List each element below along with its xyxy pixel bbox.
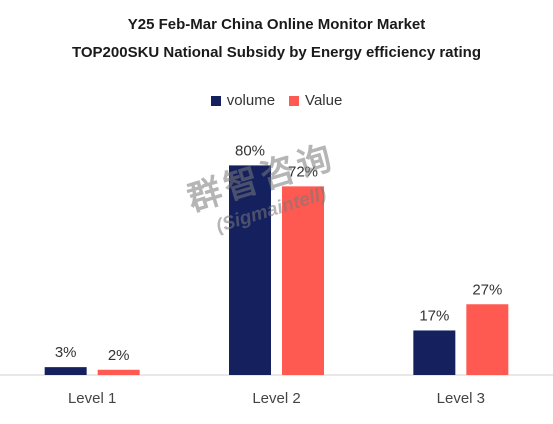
- bar-value-2: [282, 186, 324, 375]
- x-tick-label-2: Level 2: [252, 390, 300, 407]
- x-tick-label-3: Level 3: [437, 390, 485, 407]
- data-label-value-3: 27%: [472, 281, 502, 298]
- bar-volume-2: [229, 165, 271, 375]
- legend-swatch-value: [289, 95, 300, 106]
- data-label-volume-3: 17%: [419, 307, 449, 324]
- data-label-value-2: 72%: [288, 163, 318, 180]
- data-label-volume-1: 3%: [55, 344, 77, 361]
- x-tick-label-1: Level 1: [68, 390, 116, 407]
- legend-swatch-volume: [210, 95, 221, 106]
- chart-subtitle: TOP200SKU National Subsidy by Energy eff…: [71, 44, 481, 61]
- chart-title: Y25 Feb-Mar China Online Monitor Market: [127, 16, 426, 33]
- legend-item-volume: volume: [210, 92, 276, 109]
- legend-label-value: Value: [305, 92, 343, 109]
- data-label-volume-2: 80%: [235, 142, 265, 159]
- legend: volume Value: [0, 92, 553, 109]
- bar-value-1: [97, 369, 140, 375]
- legend-label-volume: volume: [226, 92, 276, 109]
- legend-item-value: Value: [289, 92, 342, 109]
- bar-volume-3: [413, 330, 456, 375]
- data-label-value-1: 2%: [108, 347, 130, 364]
- bar-volume-1: [44, 367, 87, 375]
- bar-value-3: [466, 304, 509, 375]
